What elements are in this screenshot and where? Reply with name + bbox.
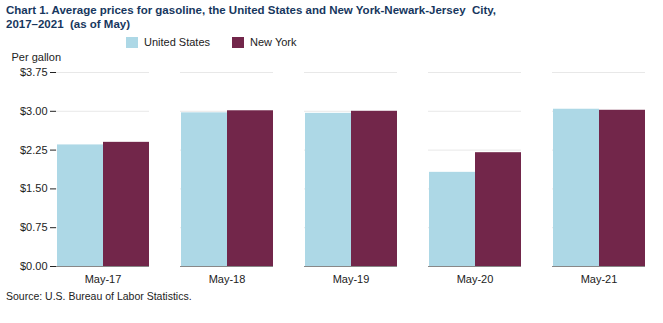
svg-text:$3.75: $3.75 [20,66,48,78]
svg-text:$0.00: $0.00 [20,260,48,272]
svg-text:May-20: May-20 [457,273,494,285]
html-text:Chart 1. Average prices for ga: Chart 1. Average prices for gasoline, th… [6,4,496,16]
html-text:2017–2021 (as of May): 2017–2021 (as of May) [6,18,130,30]
html-text:Source: U.S. Bureau of Labor S: Source: U.S. Bureau of Labor Statistics. [6,290,192,302]
svg-text:$1.50: $1.50 [20,182,48,194]
svg-text:May-19: May-19 [333,273,370,285]
svg-text:May-18: May-18 [209,273,246,285]
svg-text:$0.75: $0.75 [20,221,48,233]
html-text:United States: United States [144,36,210,48]
svg-text:Per gallon: Per gallon [12,51,62,63]
svg-text:May-21: May-21 [581,273,618,285]
svg-text:May-17: May-17 [85,273,122,285]
svg-text:$2.25: $2.25 [20,144,48,156]
html-text:New York: New York [250,36,297,48]
svg-text:$3.00: $3.00 [20,105,48,117]
